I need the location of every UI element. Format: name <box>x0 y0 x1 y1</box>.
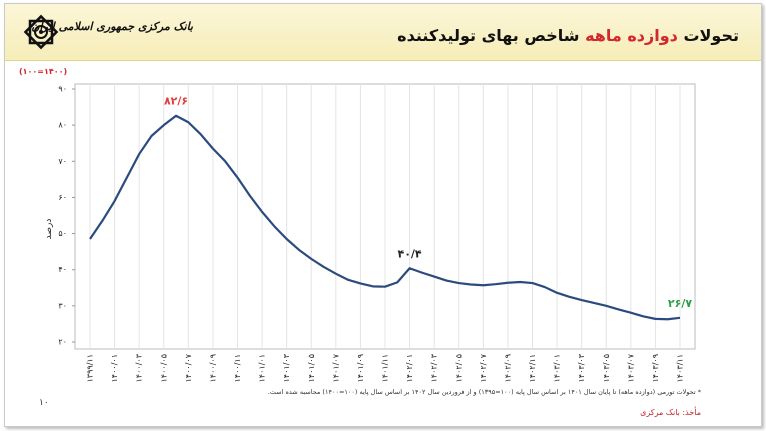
x-tick-label: ۱۴۰۰/۱۱ <box>233 354 242 382</box>
x-tick-label: ۱۴۰۰/۰۵ <box>159 354 168 382</box>
title-highlight: دوازده ماهه <box>585 26 678 45</box>
x-tick-label: ۱۴۰۳/۱۱ <box>676 354 685 382</box>
y-tick-label: ۷۰ <box>58 157 67 166</box>
y-tick-label: ۸۰ <box>58 121 67 130</box>
x-tick-label: ۱۴۰۱/۰۷ <box>331 353 340 382</box>
x-tick-label: ۱۴۰۲/۰۵ <box>454 354 463 382</box>
x-tick-label: ۱۴۰۳/۰۹ <box>651 354 660 382</box>
title-part: تحولات <box>683 26 739 45</box>
y-tick-label: ۵۰ <box>58 229 67 238</box>
y-tick-label: ۲۰ <box>58 338 67 347</box>
y-tick-label: ۹۰ <box>58 85 67 94</box>
source: مأخذ: بانک مرکزی <box>640 408 701 417</box>
x-tick-label: ۱۴۰۲/۱۱ <box>528 354 537 382</box>
slide: بانک مرکزی جمهوری اسلامی ایران تحولات دو… <box>4 3 762 427</box>
page-number: ۱۰ <box>39 398 49 408</box>
y-tick-label: ۳۰ <box>58 301 67 310</box>
x-tick-label: ۱۴۰۳/۰۷ <box>626 353 635 382</box>
y-tick-label: ۴۰ <box>58 265 67 274</box>
data-label: ۸۲/۶ <box>164 95 188 108</box>
x-tick-label: ۱۳۹۹/۱۱ <box>86 354 95 382</box>
x-tick-label: ۱۴۰۰/۰۳ <box>135 353 144 382</box>
bank-name: بانک مرکزی جمهوری اسلامی ایران <box>31 20 193 33</box>
unit-label: (۱۰۰=۱۴۰۰) <box>19 67 67 76</box>
x-tick-label: ۱۴۰۳/۰۱ <box>553 354 562 382</box>
x-tick-label: ۱۴۰۰/۰۱ <box>110 354 119 382</box>
x-tick-label: ۱۴۰۳/۰۵ <box>602 354 611 382</box>
x-tick-label: ۱۴۰۲/۰۷ <box>479 353 488 382</box>
x-tick-label: ۱۴۰۲/۰۳ <box>430 353 439 382</box>
header-band <box>5 4 761 61</box>
title: تحولات دوازده ماهه شاخص بهای تولیدکننده <box>397 26 739 45</box>
x-tick-label: ۱۴۰۲/۰۱ <box>405 354 414 382</box>
title-part: شاخص بهای تولیدکننده <box>397 26 580 45</box>
data-label: ۴۰/۴ <box>397 247 421 260</box>
x-tick-label: ۱۴۰۱/۰۳ <box>282 353 291 382</box>
x-tick-label: ۱۴۰۱/۱۱ <box>381 354 390 382</box>
footnote: * تحولات تورمی (دوازده ماهه) تا پایان سا… <box>267 388 701 396</box>
x-tick-label: ۱۴۰۱/۰۵ <box>307 354 316 382</box>
logo <box>23 14 59 50</box>
x-tick-label: ۱۴۰۰/۰۹ <box>208 354 217 382</box>
y-axis-label: درصد <box>44 219 54 240</box>
x-tick-label: ۱۴۰۰/۰۷ <box>184 353 193 382</box>
y-tick-label: ۶۰ <box>58 193 67 202</box>
chart: (۱۰۰=۱۴۰۰) درصد ۱۳۹۹/۱۱ ۱۴۰۰/۰۱ ۱۴۰۰/۰۳ ۱۴۰… <box>19 67 696 382</box>
x-tick-label: ۱۴۰۳/۰۳ <box>577 353 586 382</box>
data-label: ۲۶/۷ <box>668 297 692 310</box>
x-tick-label: ۱۴۰۱/۰۱ <box>258 354 267 382</box>
line-series <box>89 114 681 321</box>
x-tick-label: ۱۴۰۱/۰۹ <box>356 354 365 382</box>
x-tick-label: ۱۴۰۲/۰۹ <box>503 354 512 382</box>
